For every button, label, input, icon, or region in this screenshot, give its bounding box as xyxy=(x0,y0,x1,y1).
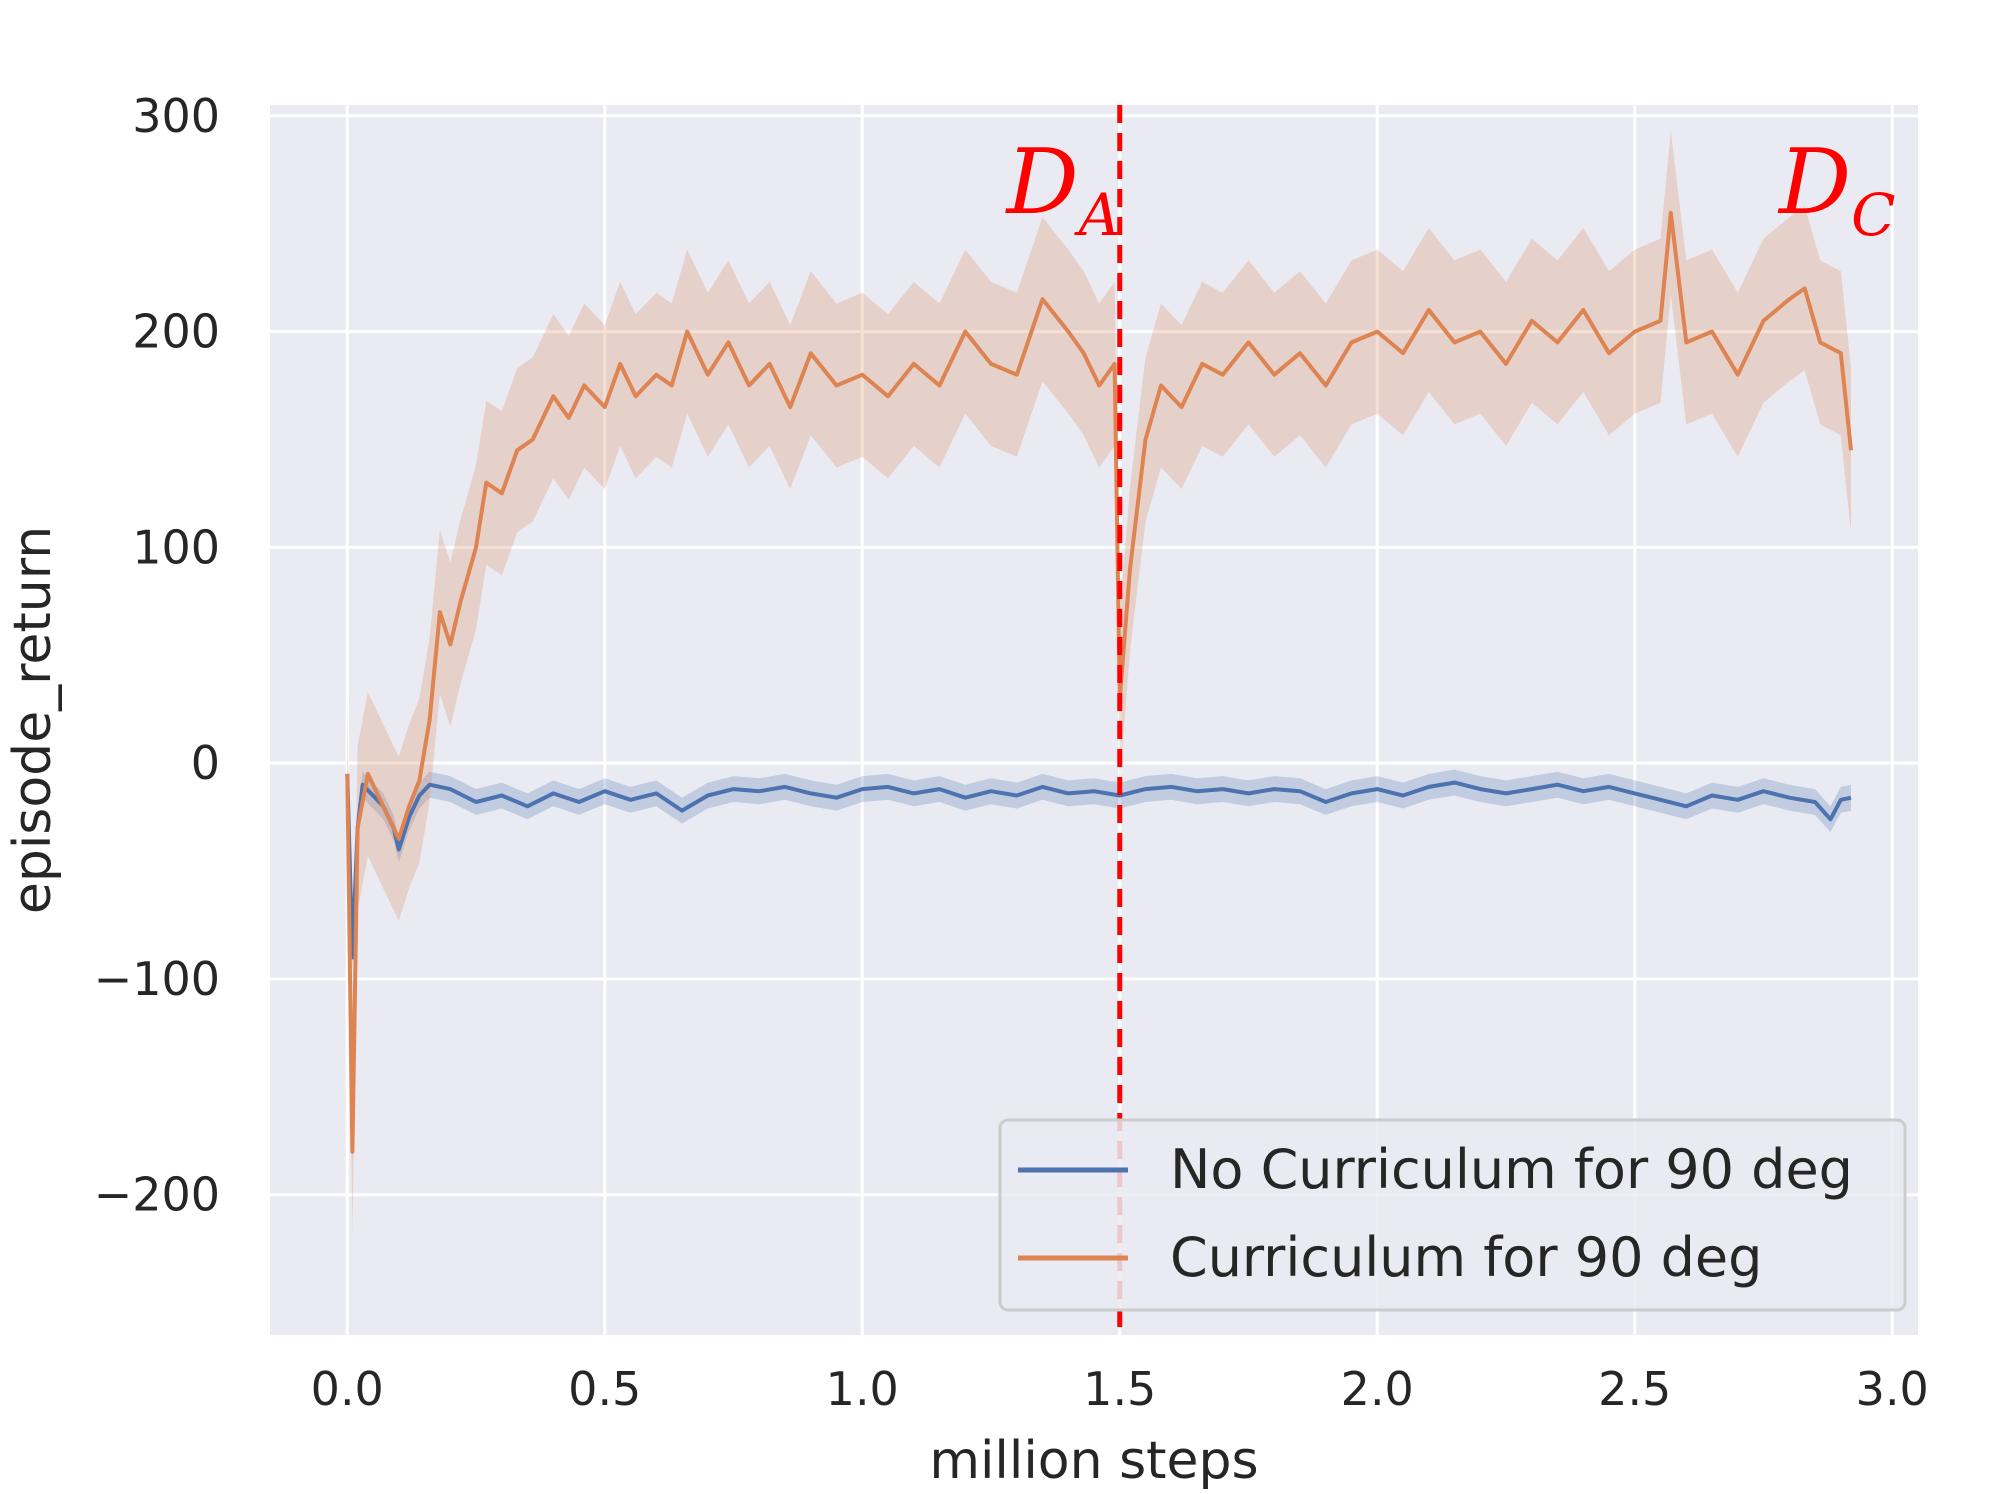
legend-box xyxy=(998,1118,1907,1312)
series-lines xyxy=(345,210,1853,1154)
y-tick-label: 300 xyxy=(132,89,220,143)
y-tick-label: −200 xyxy=(94,1168,220,1222)
y-tick-label: 0 xyxy=(191,736,220,790)
y-tick-label: −100 xyxy=(94,952,220,1006)
legend: No Curriculum for 90 deg Curriculum for 9… xyxy=(998,1118,1907,1312)
legend-label-2: Curriculum for 90 deg xyxy=(1170,1226,1762,1289)
x-axis-title: million steps xyxy=(929,1431,1258,1491)
series-line-2 xyxy=(345,210,1853,1154)
x-tick-label: 0.0 xyxy=(311,1362,384,1416)
x-tick-label: 0.5 xyxy=(568,1362,641,1416)
annotation-2: DC xyxy=(1777,130,1896,249)
series-line-1 xyxy=(345,773,1852,960)
series-band-2 xyxy=(347,130,1851,1234)
y-tick-label: 100 xyxy=(132,520,220,574)
annotation-1: DA xyxy=(1004,130,1120,249)
series-band-1 xyxy=(347,761,1851,971)
x-tick-label: 3.0 xyxy=(1856,1362,1929,1416)
annotations: DA DC xyxy=(1004,130,1895,249)
x-tick-label: 2.5 xyxy=(1598,1362,1671,1416)
x-tick-label: 2.0 xyxy=(1341,1362,1414,1416)
x-tick-label: 1.0 xyxy=(826,1362,899,1416)
confidence-bands xyxy=(347,130,1851,1234)
y-tick-label: 200 xyxy=(132,305,220,359)
legend-label-1: No Curriculum for 90 deg xyxy=(1170,1138,1853,1201)
y-axis-ticks: −200 −100 0 100 200 300 xyxy=(94,89,220,1222)
y-axis-title: episode_return xyxy=(3,526,63,914)
grid-lines xyxy=(270,105,1918,1335)
x-tick-label: 1.5 xyxy=(1083,1362,1156,1416)
x-axis-ticks: 0.0 0.5 1.0 1.5 2.0 2.5 3.0 xyxy=(311,1362,1929,1416)
